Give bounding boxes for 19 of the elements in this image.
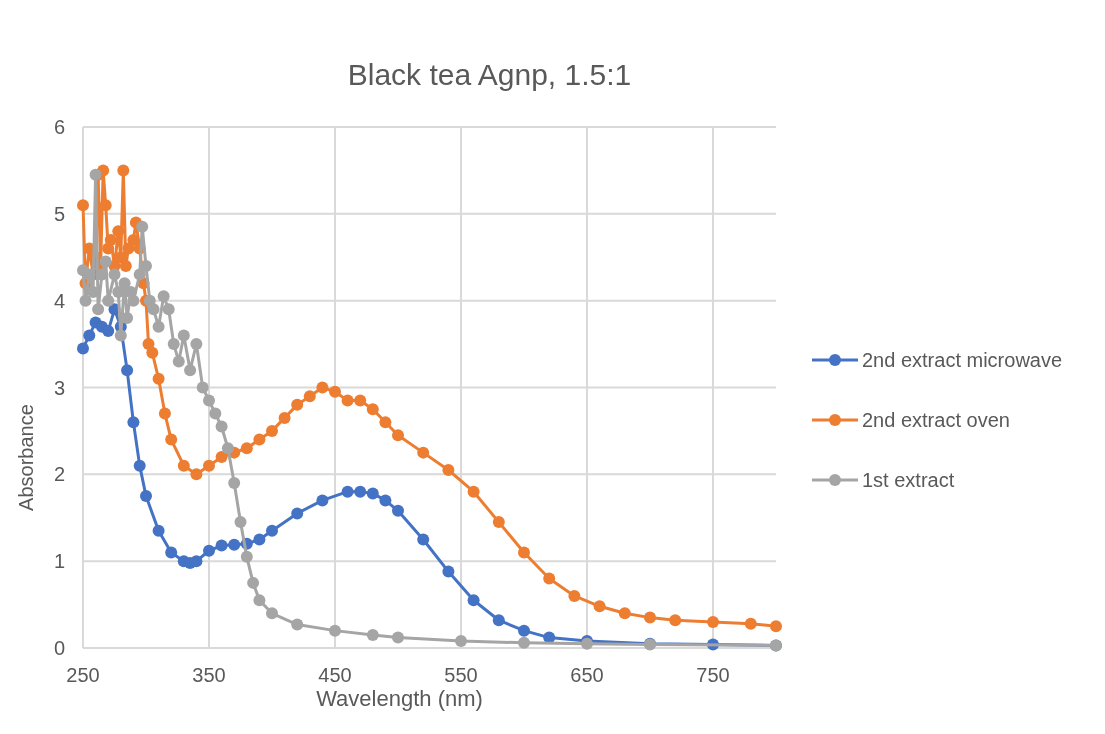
chart-title: Black tea Agnp, 1.5:1 [347, 58, 632, 91]
x-tick-label: 450 [318, 664, 352, 686]
x-axis-title: Wavelength (nm) [316, 686, 483, 711]
x-tick-label: 750 [696, 664, 730, 686]
y-tick-label: 2 [53, 463, 65, 486]
legend-label: 2nd extract oven [862, 409, 1010, 431]
x-tick-label: 350 [192, 664, 226, 686]
y-axis-title: Absorbance [15, 404, 37, 511]
legend-label: 2nd extract microwave [862, 349, 1063, 371]
y-tick-label: 3 [53, 376, 65, 399]
y-tick-label: 4 [53, 289, 65, 312]
x-tick-label: 250 [66, 664, 100, 686]
legend-label: 1st extract [862, 469, 955, 491]
y-tick-label: 0 [53, 637, 65, 659]
y-tick-label: 6 [53, 116, 65, 138]
x-tick-label: 550 [444, 664, 478, 686]
y-tick-label: 5 [53, 202, 65, 225]
x-tick-label: 650 [570, 664, 604, 686]
y-tick-label: 1 [53, 550, 65, 573]
